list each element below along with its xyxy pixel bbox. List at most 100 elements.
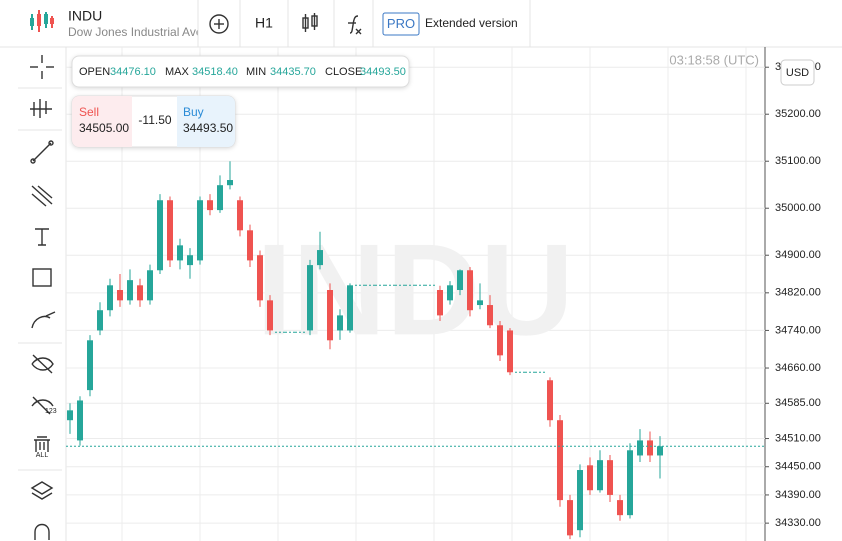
candle-body <box>547 380 553 421</box>
candle-body <box>477 300 483 306</box>
candle-body <box>497 325 503 356</box>
interval-button[interactable]: H1 <box>255 15 273 31</box>
sell-price[interactable]: 34505.00 <box>79 121 129 135</box>
candle-body <box>317 250 323 266</box>
candle-body <box>487 305 493 326</box>
plot-area: INDU <box>66 47 765 541</box>
close-label: CLOSE <box>325 66 362 78</box>
candle-body <box>67 410 73 421</box>
hide-drawings[interactable] <box>31 354 54 374</box>
logo <box>30 10 54 32</box>
y-tick-label: 34660.00 <box>775 362 821 374</box>
y-tick-label: 34900.00 <box>775 249 821 261</box>
layers-tool[interactable] <box>30 481 54 500</box>
min-value: 34435.70 <box>270 66 316 78</box>
buy-price[interactable]: 34493.50 <box>183 121 233 135</box>
candle-body <box>257 255 263 301</box>
candle-body <box>147 270 153 301</box>
candle-body <box>347 285 353 331</box>
y-tick-label: 34510.00 <box>775 432 821 444</box>
candle-body <box>187 255 193 266</box>
magnet-tool[interactable] <box>34 523 50 541</box>
y-tick-label: 35200.00 <box>775 108 821 120</box>
candle-body <box>567 500 573 536</box>
text-tool[interactable] <box>35 228 49 246</box>
ohlc-panel: OPEN 34476.10 MAX 34518.40 MIN 34435.70 … <box>71 55 410 88</box>
y-tick-label: 34820.00 <box>775 287 821 299</box>
instrument-name: Dow Jones Industrial Ave <box>68 25 203 39</box>
candle-body <box>167 200 173 261</box>
add-indicator-button[interactable] <box>209 14 229 34</box>
y-tick-label: 35100.00 <box>775 155 821 167</box>
buy-button[interactable] <box>177 96 235 147</box>
candle-body <box>247 230 253 261</box>
extended-version-link[interactable]: Extended version <box>425 16 518 30</box>
symbol: INDU <box>68 8 102 24</box>
candle-body <box>177 245 183 261</box>
pro-label[interactable]: PRO <box>387 16 415 31</box>
min-label: MIN <box>246 66 266 78</box>
sell-label[interactable]: Sell <box>79 105 99 119</box>
candle-body <box>587 465 593 491</box>
candle-body <box>467 270 473 311</box>
candle-body <box>77 400 83 441</box>
candle-body <box>447 285 453 301</box>
currency-label[interactable]: USD <box>786 67 809 79</box>
candle-body <box>597 460 603 491</box>
close-value: 34493.50 <box>360 66 406 78</box>
candle-body <box>627 450 633 516</box>
candle-body <box>267 300 273 331</box>
candle-body <box>197 200 203 261</box>
y-tick-label: 35000.00 <box>775 202 821 214</box>
top-bar <box>0 0 842 47</box>
candle-body <box>157 200 163 271</box>
sell-button[interactable] <box>72 96 132 147</box>
candle-body <box>217 185 223 211</box>
indicator-tool[interactable] <box>30 99 52 118</box>
candle-body <box>137 285 143 301</box>
candle-body <box>127 280 133 301</box>
server-time: 03:18:58 (UTC) <box>669 52 759 67</box>
chart-type-button[interactable] <box>302 13 318 32</box>
hide-values[interactable] <box>31 396 54 415</box>
shape-tool[interactable] <box>32 268 52 287</box>
spread: -11.50 <box>138 113 171 127</box>
icon-label: ALL <box>36 452 49 459</box>
icon-label: 123 <box>45 408 57 415</box>
formula-button[interactable] <box>348 15 362 35</box>
y-tick-label: 34390.00 <box>775 489 821 501</box>
chart: INDU35300.0035200.0035100.0035000.003490… <box>66 47 821 541</box>
candle-body <box>107 285 113 311</box>
open-value: 34476.10 <box>110 66 156 78</box>
max-label: MAX <box>165 66 190 78</box>
buy-label[interactable]: Buy <box>183 105 204 119</box>
crosshair-tool[interactable] <box>30 55 54 79</box>
remove-all[interactable] <box>34 436 50 452</box>
y-tick-label: 34450.00 <box>775 461 821 473</box>
fib-tool[interactable] <box>31 185 53 207</box>
candle-body <box>457 270 463 291</box>
candle-body <box>87 340 93 391</box>
candle-body <box>647 440 653 456</box>
open-label: OPEN <box>79 66 110 78</box>
candle-body <box>117 290 123 301</box>
candle-body <box>97 310 103 331</box>
pro-badge[interactable] <box>382 12 420 36</box>
candle-body <box>207 200 213 211</box>
currency-button[interactable] <box>780 59 815 86</box>
candle-body <box>327 290 333 341</box>
candle-body <box>617 500 623 516</box>
y-tick-label: 34585.00 <box>775 397 821 409</box>
quote-panel: Sell 34505.00 -11.50 Buy 34493.50 <box>71 95 236 148</box>
max-value: 34518.40 <box>192 66 238 78</box>
candle-body <box>237 200 243 231</box>
brush-tool[interactable] <box>31 311 56 329</box>
candle-body <box>577 470 583 531</box>
candle-body <box>607 460 613 495</box>
watermark: INDU <box>256 216 574 362</box>
candle-body <box>227 180 233 186</box>
y-tick-label: 34330.00 <box>775 517 821 529</box>
line-tool[interactable] <box>30 140 54 164</box>
candle-body <box>507 330 513 373</box>
